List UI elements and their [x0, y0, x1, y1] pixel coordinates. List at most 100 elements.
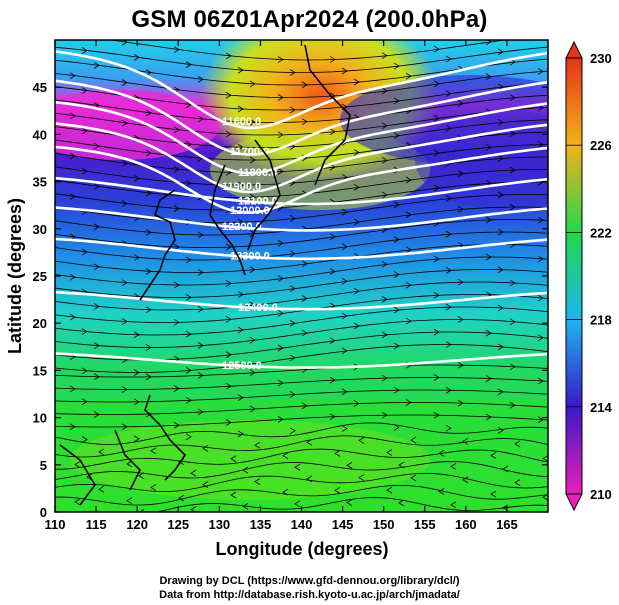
x-tick-label: 165 — [496, 517, 518, 532]
y-tick-label: 30 — [33, 222, 47, 237]
y-tick-label: 25 — [33, 269, 47, 284]
wind-arrow — [69, 152, 76, 160]
wind-arrow — [509, 401, 516, 409]
wind-arrow — [197, 408, 204, 416]
wind-arrow — [133, 54, 140, 61]
wind-arrow — [197, 115, 204, 123]
wind-arrow — [173, 318, 180, 326]
wind-arrow — [69, 193, 76, 200]
wind-arrow — [341, 243, 348, 251]
wind-arrow — [334, 450, 341, 457]
streamline — [55, 461, 548, 480]
y-tick-label: 40 — [33, 127, 47, 142]
streamline — [55, 144, 548, 173]
colorbar-tick-label: 218 — [590, 313, 612, 328]
wind-arrow — [237, 430, 244, 438]
wind-arrow — [69, 423, 76, 431]
streamline — [55, 422, 548, 445]
streamline — [55, 344, 548, 373]
wind-arrow — [485, 73, 492, 81]
wind-arrow — [537, 416, 544, 424]
streamline — [55, 364, 548, 378]
wind-arrow — [185, 256, 192, 264]
height-contour — [55, 176, 548, 206]
wind-arrow — [81, 398, 88, 406]
wind-arrow — [445, 55, 452, 63]
wind-arrow — [509, 203, 516, 211]
wind-arrow — [550, 44, 555, 50]
wind-arrow — [150, 484, 157, 491]
wind-arrow — [433, 374, 440, 381]
contour-label: 11800.0 — [238, 167, 277, 179]
wind-arrow — [405, 281, 412, 289]
wind-arrow — [121, 386, 128, 393]
wind-arrow — [81, 248, 88, 256]
wind-arrow — [405, 317, 412, 325]
wind-arrow — [249, 118, 256, 126]
streamline — [55, 269, 548, 298]
colorbar-tick-label: 214 — [590, 400, 612, 415]
wind-arrow — [433, 291, 440, 299]
wind-arrow — [457, 100, 464, 107]
wind-arrow — [405, 72, 412, 80]
wind-arrow — [497, 119, 504, 126]
wind-arrow — [341, 67, 348, 75]
height-contour — [55, 100, 548, 175]
streamline — [55, 402, 548, 415]
wind-arrow — [538, 33, 543, 39]
x-tick-label: 135 — [250, 517, 272, 532]
wind-arrow — [433, 411, 440, 419]
wind-arrow — [445, 386, 452, 394]
streamline — [55, 256, 548, 286]
wind-arrow — [185, 101, 192, 108]
wind-arrow — [225, 419, 232, 426]
streamline — [55, 194, 548, 223]
wind-arrow — [81, 367, 88, 375]
height-contour — [55, 352, 548, 369]
wind-arrow — [121, 79, 128, 86]
streamline — [55, 389, 548, 403]
geopotential-contours — [55, 50, 548, 369]
x-tick-label: 120 — [126, 517, 148, 532]
wind-arrow — [173, 385, 180, 392]
wind-arrow — [457, 170, 464, 177]
wind-arrow — [433, 45, 440, 53]
wind-arrow — [74, 461, 81, 468]
wind-arrow — [145, 109, 152, 117]
wind-arrow — [197, 76, 204, 83]
wind-arrow — [542, 493, 548, 501]
credit-data-source: Data from http://database.rish.kyoto-u.a… — [159, 589, 460, 601]
wind-arrow — [358, 437, 365, 444]
wind-arrow — [150, 447, 157, 455]
wind-arrow — [497, 266, 504, 274]
wind-arrow — [497, 48, 504, 56]
wind-arrow — [381, 411, 388, 419]
wind-arrow — [329, 376, 336, 384]
wind-arrow — [173, 46, 180, 53]
wind-arrow — [93, 142, 100, 150]
wind-arrow — [537, 68, 544, 75]
wind-arrow — [81, 87, 88, 94]
wind-arrow — [353, 78, 360, 86]
wind-arrow — [249, 336, 256, 344]
wind-arrow — [550, 310, 555, 316]
wind-arrow — [393, 386, 400, 394]
wind-arrow — [69, 385, 76, 393]
wind-arrow — [386, 449, 393, 456]
x-tick-label: 110 — [45, 517, 66, 532]
wind-arrow — [497, 228, 504, 236]
wind-arrow — [445, 267, 452, 274]
wind-arrow — [509, 318, 516, 326]
x-tick-label: 125 — [167, 517, 189, 532]
wind-arrow — [133, 331, 140, 339]
wind-arrow — [386, 486, 393, 494]
wind-arrow — [237, 218, 244, 226]
streamline — [55, 377, 548, 390]
contour-label: 12000.0 — [230, 205, 270, 217]
colorbar-tick-label: 230 — [590, 51, 612, 66]
wind-arrow — [185, 433, 192, 441]
wind-arrow — [225, 351, 232, 359]
wind-arrow — [301, 81, 308, 89]
wind-arrow — [225, 280, 232, 287]
y-axis: 0 5 10 15 20 25 30 35 40 45 — [33, 80, 548, 520]
